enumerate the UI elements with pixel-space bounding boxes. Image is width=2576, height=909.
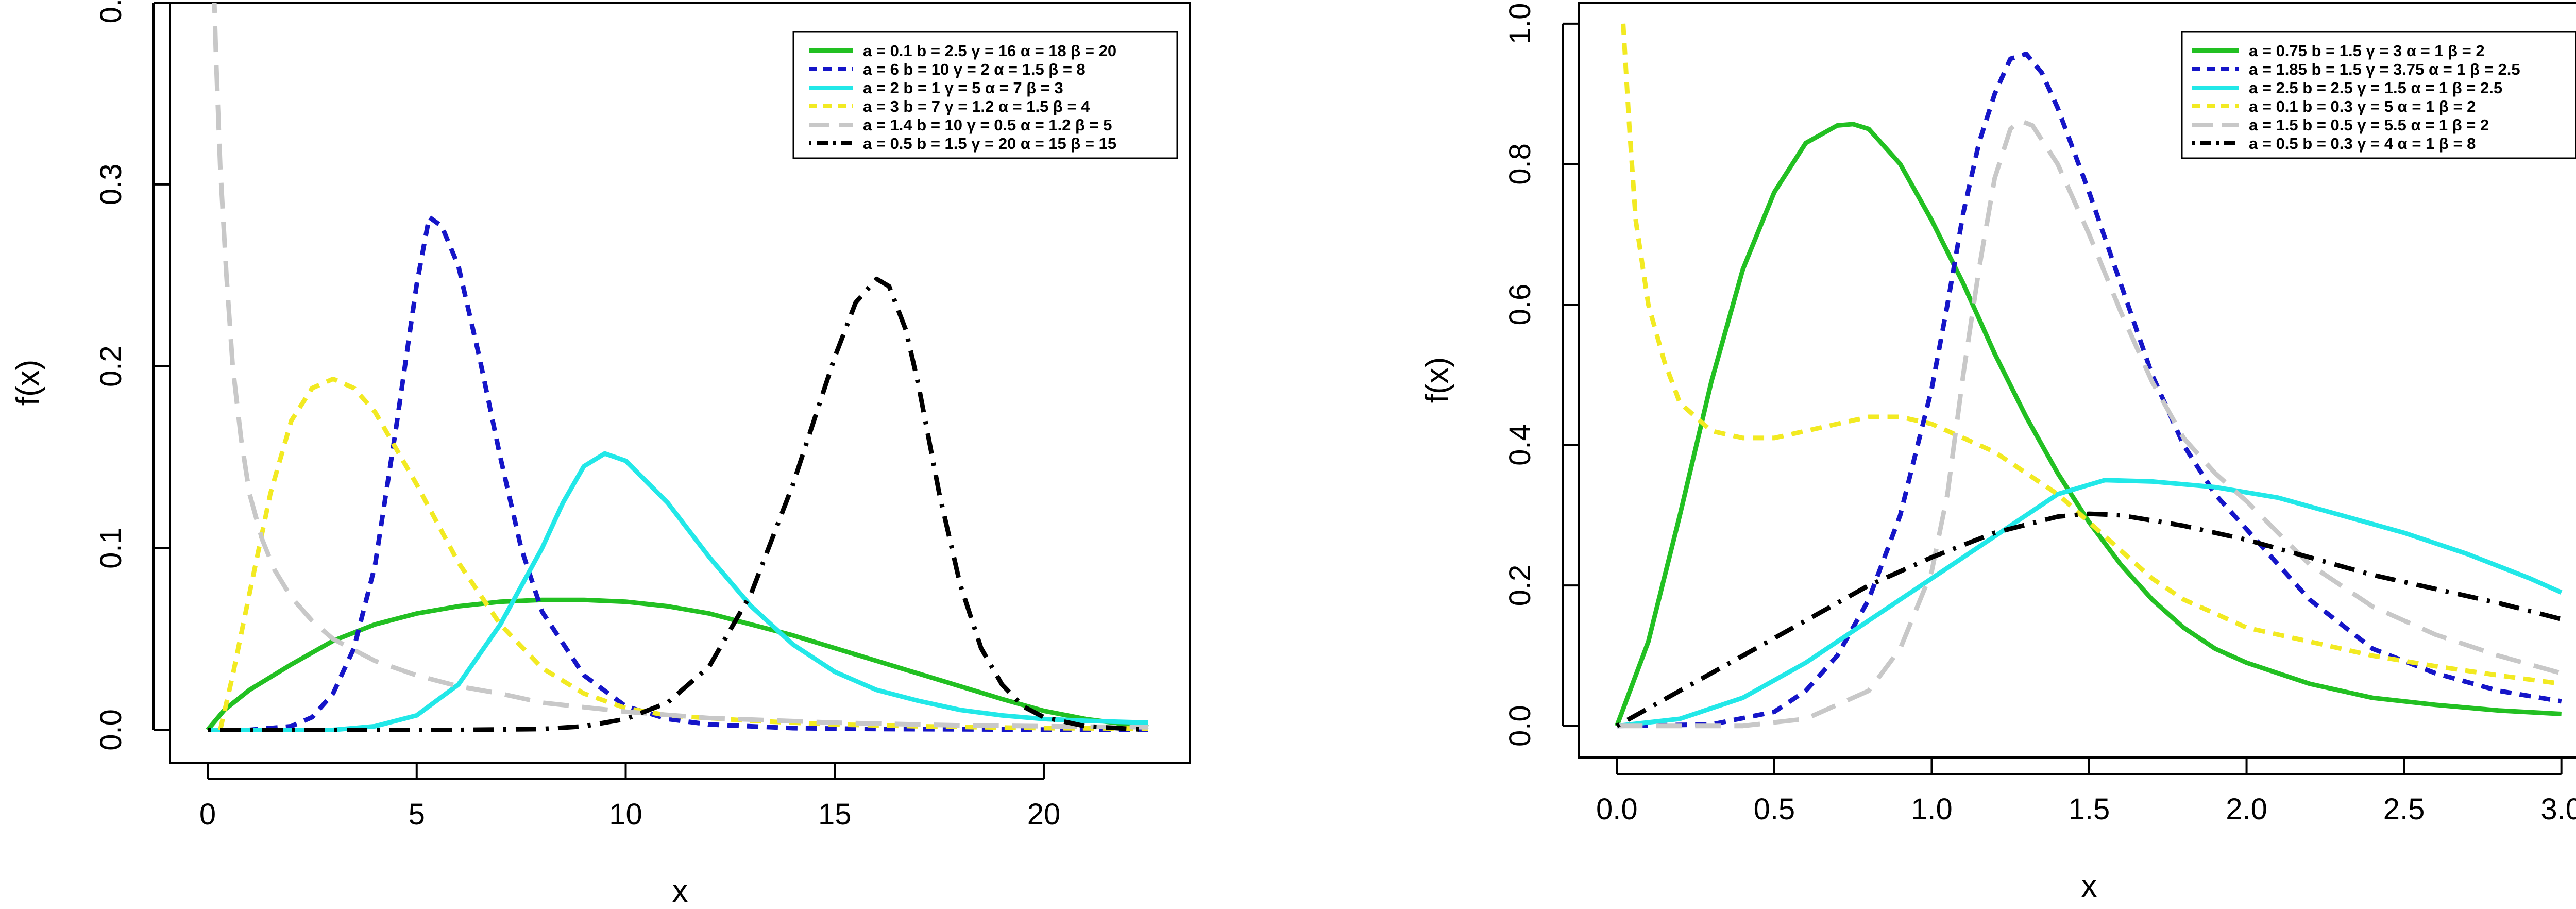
series-line <box>208 214 1148 732</box>
series-line <box>1621 23 2562 686</box>
y-tick-label: 0.3 <box>94 164 128 206</box>
x-tick-label: 10 <box>609 798 642 831</box>
series-line <box>206 597 1149 732</box>
y-tick-label: 0.2 <box>1503 565 1537 607</box>
series-line <box>212 3 1148 730</box>
x-axis-title: x <box>2081 868 2097 904</box>
x-axis-title: x <box>672 873 688 909</box>
legend-label: a = 0.5 b = 1.5 γ = 20 α = 15 β = 15 <box>863 134 1116 153</box>
series-line <box>1616 511 2562 728</box>
y-tick-label: 0.6 <box>1503 284 1537 326</box>
x-tick-label: 0.5 <box>1754 793 1795 826</box>
y-tick-label: 0.1 <box>94 527 128 569</box>
y-tick-label: 0.0 <box>94 709 128 751</box>
legend-label: a = 1.85 b = 1.5 γ = 3.75 α = 1 β = 2.5 <box>2249 60 2520 78</box>
x-tick-label: 2.5 <box>2383 793 2425 826</box>
series-line <box>218 376 1148 731</box>
series-line <box>1615 122 2562 727</box>
x-tick-label: 3.0 <box>2540 793 2576 826</box>
y-tick-label: 1.0 <box>1503 3 1537 45</box>
legend-label: a = 1.4 b = 10 γ = 0.5 α = 1.2 β = 5 <box>863 116 1112 134</box>
x-tick-label: 1.5 <box>2069 793 2110 826</box>
legend-label: a = 1.5 b = 0.5 γ = 5.5 α = 1 β = 2 <box>2249 116 2489 134</box>
y-tick-label: 0.2 <box>94 345 128 387</box>
legend: a = 0.75 b = 1.5 γ = 3 α = 1 β = 2a = 1.… <box>2181 31 2576 159</box>
y-tick-label: 0.0 <box>1503 705 1537 747</box>
series-line <box>208 451 1149 732</box>
legend-box <box>792 31 1178 159</box>
series-line <box>1616 478 2563 729</box>
legend-label: a = 0.1 b = 0.3 γ = 5 α = 1 β = 2 <box>2249 97 2476 115</box>
left-density-plot: 0 5 10 15 20 0.0 0.1 0.2 0.3 0.4 x f(x) a = 0.1 b = … <box>10 0 1191 909</box>
y-axis-title: f(x) <box>10 360 46 406</box>
x-tick-label: 5 <box>409 798 425 831</box>
legend-label: a = 3 b = 7 γ = 1.2 α = 1.5 β = 4 <box>863 97 1090 115</box>
legend-label: a = 0.1 b = 2.5 γ = 16 α = 18 β = 20 <box>863 42 1116 60</box>
legend-box <box>2181 31 2576 159</box>
y-axis-title: f(x) <box>1419 357 1455 403</box>
legend-label: a = 0.5 b = 0.3 γ = 4 α = 1 β = 8 <box>2249 134 2476 153</box>
y-tick-label: 0.8 <box>1503 143 1537 185</box>
series-line <box>208 276 1149 732</box>
legend-label: a = 0.75 b = 1.5 γ = 3 α = 1 β = 2 <box>2249 42 2485 60</box>
x-tick-label: 1.0 <box>1911 793 1953 826</box>
y-tick-label: 0.4 <box>94 0 128 23</box>
x-tick-label: 0.0 <box>1596 793 1638 826</box>
legend-label: a = 6 b = 10 γ = 2 α = 1.5 β = 8 <box>863 60 1086 78</box>
legend-label: a = 2.5 b = 2.5 γ = 1.5 α = 1 β = 2.5 <box>2249 79 2502 97</box>
x-tick-label: 20 <box>1027 798 1061 831</box>
x-tick-label: 2.0 <box>2226 793 2267 826</box>
plot-frame <box>169 2 1191 764</box>
legend: a = 0.1 b = 2.5 γ = 16 α = 18 β = 20a = … <box>792 31 1178 159</box>
legend-label: a = 2 b = 1 γ = 5 α = 7 β = 3 <box>863 79 1063 97</box>
x-tick-label: 0 <box>199 798 216 831</box>
y-tick-label: 0.4 <box>1503 424 1537 466</box>
series-line <box>1617 118 2562 729</box>
right-density-plot: 0.0 0.5 1.0 1.5 2.0 2.5 3.0 0.0 0.2 0.4 0.6 0.8 1.0 x… <box>1419 2 2576 904</box>
x-tick-label: 15 <box>818 798 852 831</box>
